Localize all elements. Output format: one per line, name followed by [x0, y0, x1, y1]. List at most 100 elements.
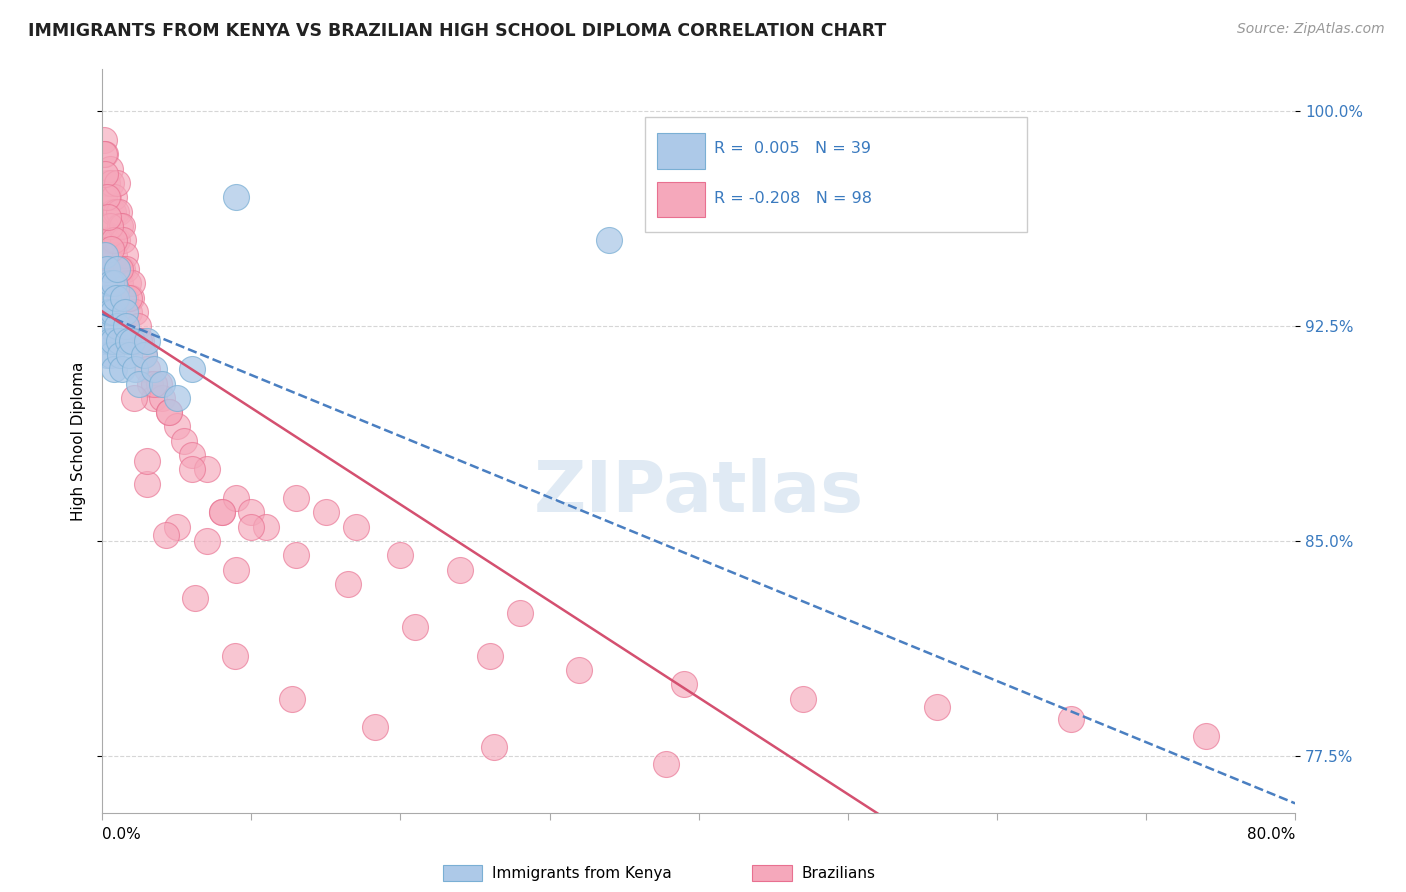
Point — [98, 305, 121, 319]
Point — [124, 305, 146, 319]
Point — [364, 720, 387, 734]
Text: Immigrants from Kenya: Immigrants from Kenya — [492, 866, 672, 880]
Point — [112, 233, 135, 247]
Point — [568, 663, 591, 677]
Point — [121, 334, 143, 348]
Point — [97, 190, 120, 204]
Point — [118, 291, 141, 305]
Point — [96, 190, 118, 204]
Bar — [657, 182, 704, 218]
Point — [96, 348, 118, 362]
Point — [108, 277, 131, 291]
Point — [254, 520, 277, 534]
Point — [108, 219, 131, 233]
Point — [112, 334, 135, 348]
Text: ZIPatlas: ZIPatlas — [534, 458, 863, 527]
Point — [114, 248, 136, 262]
Point — [103, 233, 125, 247]
Point — [224, 648, 246, 663]
Point — [143, 362, 166, 376]
Point — [166, 391, 188, 405]
Text: R = -0.208   N = 98: R = -0.208 N = 98 — [714, 191, 872, 205]
Point — [127, 319, 149, 334]
Point — [280, 691, 302, 706]
Point — [478, 648, 501, 663]
Point — [96, 176, 118, 190]
Point — [105, 262, 128, 277]
Point — [315, 505, 337, 519]
Point — [101, 204, 124, 219]
Point — [211, 505, 233, 519]
Point — [98, 219, 121, 233]
Point — [404, 620, 426, 634]
Point — [927, 700, 949, 714]
Point — [136, 476, 159, 491]
Text: R =  0.005   N = 39: R = 0.005 N = 39 — [714, 142, 872, 156]
Point — [94, 305, 117, 319]
Point — [93, 277, 115, 291]
Point — [103, 277, 125, 291]
Point — [118, 348, 141, 362]
Point — [98, 334, 121, 348]
Point — [108, 262, 131, 277]
Point — [157, 405, 180, 419]
Point — [105, 319, 128, 334]
Point — [107, 204, 129, 219]
Point — [100, 348, 122, 362]
Point — [117, 277, 139, 291]
Point — [112, 291, 135, 305]
Point — [110, 262, 132, 277]
Point — [118, 305, 141, 319]
Point — [225, 190, 247, 204]
Point — [105, 233, 128, 247]
Point — [180, 448, 202, 462]
Point — [166, 520, 188, 534]
Point — [100, 277, 122, 291]
Text: 0.0%: 0.0% — [103, 828, 141, 842]
Point — [101, 262, 124, 277]
Point — [94, 147, 117, 161]
Point — [128, 334, 150, 348]
Point — [96, 262, 118, 277]
Point — [225, 563, 247, 577]
Point — [105, 176, 128, 190]
Point — [240, 520, 263, 534]
Point — [183, 591, 205, 606]
Point — [128, 376, 150, 391]
Point — [344, 520, 367, 534]
Point — [136, 362, 159, 376]
Point — [94, 168, 117, 182]
Point — [104, 262, 127, 277]
Point — [484, 740, 506, 755]
Point — [103, 190, 125, 204]
Point — [93, 133, 115, 147]
Point — [655, 757, 678, 772]
Point — [97, 291, 120, 305]
Point — [114, 305, 136, 319]
Point — [143, 391, 166, 405]
Point — [598, 233, 620, 247]
Point — [285, 549, 308, 563]
Point — [180, 362, 202, 376]
Point — [96, 233, 118, 247]
Point — [114, 291, 136, 305]
Point — [120, 291, 142, 305]
Point — [103, 248, 125, 262]
Point — [104, 282, 127, 296]
Point — [103, 362, 125, 376]
FancyBboxPatch shape — [645, 117, 1026, 232]
Point — [173, 434, 195, 448]
Point — [672, 677, 695, 691]
Point — [225, 491, 247, 505]
Point — [150, 391, 173, 405]
Point — [93, 147, 115, 161]
Point — [115, 319, 138, 334]
Point — [285, 491, 308, 505]
Text: Source: ZipAtlas.com: Source: ZipAtlas.com — [1237, 22, 1385, 37]
Point — [136, 334, 159, 348]
Point — [132, 348, 155, 362]
Point — [1195, 729, 1218, 743]
Text: Brazilians: Brazilians — [801, 866, 876, 880]
Point — [104, 291, 127, 305]
Point — [101, 334, 124, 348]
